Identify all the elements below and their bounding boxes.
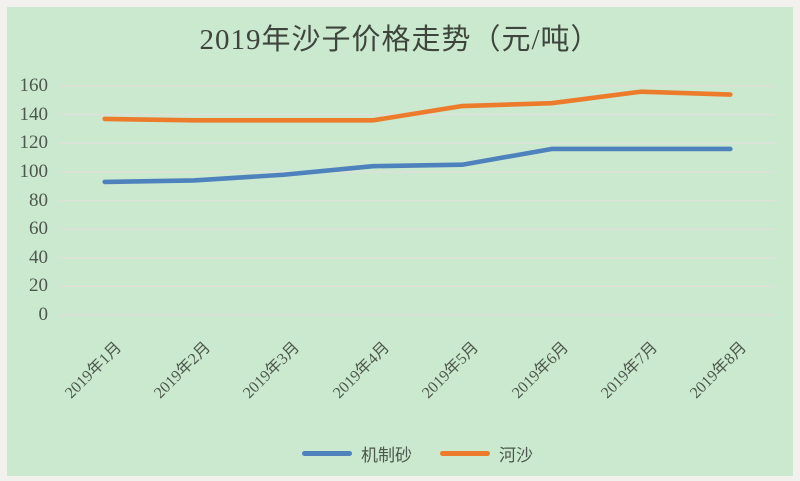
y-tick-label: 100 [19, 160, 49, 182]
y-tick-label: 120 [19, 132, 49, 154]
y-tick-label: 60 [29, 218, 48, 240]
legend-swatch-icon [440, 451, 490, 456]
chart-panel [7, 7, 793, 476]
y-tick-label: 160 [19, 75, 49, 96]
legend-label: 河沙 [499, 446, 533, 465]
legend: 机制砂 河沙 [60, 441, 775, 466]
y-tick-label: 0 [38, 304, 49, 325]
series-line-0 [102, 146, 733, 185]
legend-item-1: 河沙 [440, 441, 533, 466]
y-tick-label: 140 [19, 103, 49, 125]
chart-title: 2019年沙子价格走势（元/吨） [199, 24, 601, 56]
legend-item-0: 机制砂 [302, 441, 412, 466]
series-line-1 [102, 89, 733, 123]
y-tick-label: 80 [29, 189, 48, 211]
legend-label: 机制砂 [361, 446, 412, 465]
y-tick-label: 40 [29, 246, 48, 268]
y-tick-label: 20 [29, 275, 48, 297]
legend-swatch-icon [302, 451, 352, 456]
